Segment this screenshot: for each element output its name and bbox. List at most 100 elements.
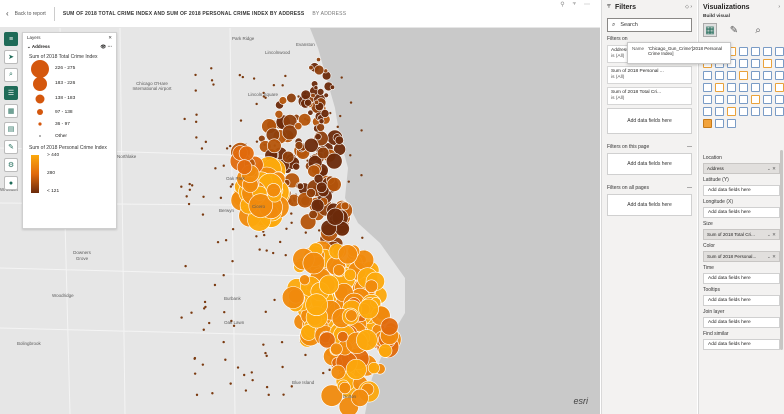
menu-button[interactable]: ≡ — [4, 32, 18, 46]
add-all-pages-filter-well[interactable]: Add data fields here — [607, 194, 692, 216]
visual-type-icon[interactable] — [727, 71, 736, 80]
filters-search-input[interactable]: ⌕ Search — [607, 18, 692, 32]
longitude-add-well[interactable]: Add data fields here — [703, 207, 780, 218]
layers-panel: Layers ✕ ⌄ Address 👁 ⋯ Sum of 2018 Total… — [22, 32, 117, 229]
visual-type-icon[interactable] — [703, 71, 712, 80]
visual-type-icon[interactable] — [763, 83, 772, 92]
filter-card-personal[interactable]: Sum of 2018 Personal ... is (All) — [607, 66, 692, 84]
visual-type-icon[interactable] — [775, 47, 784, 56]
visual-type-icon[interactable] — [751, 71, 760, 80]
eye-icon[interactable]: 👁 ⋯ — [100, 44, 112, 49]
visual-type-icon[interactable] — [715, 119, 724, 128]
map-point — [263, 233, 266, 237]
visual-type-icon[interactable] — [739, 83, 748, 92]
visual-type-icon[interactable] — [751, 47, 760, 56]
visual-type-icon[interactable] — [751, 95, 760, 104]
size-field[interactable]: Sum of 2018 Total Cri... ⌄ ✕ — [703, 229, 780, 240]
more-options-icon[interactable]: ⋯ — [584, 2, 590, 8]
visual-type-icon[interactable] — [715, 95, 724, 104]
visual-type-icon[interactable] — [763, 59, 772, 68]
collapse-icon[interactable]: ◇ › — [685, 4, 692, 10]
layers-button[interactable]: ☰ — [4, 86, 18, 100]
map-point — [231, 259, 234, 263]
map-point — [224, 358, 227, 361]
pin-icon[interactable]: ⚲ — [560, 2, 565, 8]
remove-field-icon[interactable]: ⌄ ✕ — [767, 231, 776, 237]
layer-row[interactable]: ⌄ Address 👁 ⋯ — [23, 43, 116, 51]
join-layer-add-well[interactable]: Add data fields here — [703, 317, 780, 328]
visual-type-icon[interactable] — [727, 95, 736, 104]
add-visual-filter-well[interactable]: Add data fields here — [607, 108, 692, 134]
visual-type-icon[interactable] — [715, 107, 724, 116]
visual-type-icon[interactable] — [775, 95, 784, 104]
format-tab-icon[interactable]: ✎ — [729, 24, 739, 36]
azure-map-visual-icon[interactable] — [703, 119, 712, 128]
add-page-filter-well[interactable]: Add data fields here — [607, 153, 692, 175]
map-point — [264, 96, 267, 99]
visual-type-icon[interactable] — [703, 95, 712, 104]
visual-type-icon[interactable] — [739, 71, 748, 80]
close-icon[interactable]: ✕ — [108, 35, 112, 40]
visual-type-icon[interactable] — [727, 107, 736, 116]
pin-button[interactable]: ✎ — [4, 140, 18, 154]
search-placeholder: Search — [620, 22, 638, 28]
latitude-add-well[interactable]: Add data fields here — [703, 185, 780, 196]
time-add-well[interactable]: Add data fields here — [703, 273, 780, 284]
crime-bubble — [281, 124, 298, 141]
back-to-report-button[interactable]: ‹ Back to report — [6, 9, 46, 18]
size-class-2: 183 - 226 — [23, 76, 116, 91]
visual-type-icon[interactable] — [739, 107, 748, 116]
visual-type-icon[interactable] — [751, 59, 760, 68]
pane-scrollbar[interactable] — [780, 150, 783, 350]
find-similar-add-well[interactable]: Add data fields here — [703, 339, 780, 350]
visual-type-icon[interactable] — [751, 83, 760, 92]
basemap-button[interactable]: ▦ — [4, 104, 18, 118]
map-canvas[interactable]: Park Ridge Lincolnwood Evanston Chicago … — [0, 28, 600, 414]
analysis-button[interactable]: ▤ — [4, 122, 18, 136]
visual-type-icon[interactable] — [763, 47, 772, 56]
visual-type-icon[interactable] — [751, 107, 760, 116]
filters-on-page-title: Filters on this page — — [607, 144, 692, 150]
visual-type-icon[interactable] — [727, 83, 736, 92]
fields-tab-icon[interactable]: ▦ — [703, 23, 717, 37]
crime-bubble — [356, 329, 378, 351]
search-map-button[interactable]: ⌕ — [4, 68, 18, 82]
visual-type-icon[interactable] — [727, 119, 736, 128]
settings-button[interactable]: ⚙ — [4, 158, 18, 172]
visual-type-icon[interactable] — [739, 59, 748, 68]
visual-type-icon[interactable] — [703, 107, 712, 116]
collapse-icon[interactable]: › — [778, 4, 780, 10]
map-point — [195, 136, 198, 139]
visual-type-icon[interactable] — [739, 95, 748, 104]
map-point — [224, 239, 228, 242]
visual-type-icon[interactable] — [775, 71, 784, 80]
analytics-tab-icon[interactable]: ⌕ — [755, 24, 761, 36]
remove-field-icon[interactable]: ⌄ ✕ — [767, 165, 776, 171]
filter-icon[interactable]: ⫧ — [572, 1, 576, 7]
size-class-label: 36 - 97 — [55, 121, 70, 127]
visual-type-icon[interactable] — [739, 47, 748, 56]
visual-type-icon[interactable] — [775, 59, 784, 68]
select-button[interactable]: ➤ — [4, 50, 18, 64]
crime-bubble — [323, 92, 329, 99]
location-field[interactable]: Address ⌄ ✕ — [703, 163, 780, 174]
map-point — [264, 351, 267, 355]
chevron-down-icon[interactable]: ⌄ — [27, 44, 31, 49]
visual-type-icon[interactable] — [715, 83, 724, 92]
visual-type-icon[interactable] — [763, 71, 772, 80]
map-point — [238, 73, 242, 77]
map-point — [258, 248, 261, 251]
remove-field-icon[interactable]: ⌄ ✕ — [767, 253, 776, 259]
visual-type-icon[interactable] — [775, 83, 784, 92]
filter-card-total[interactable]: Sum of 2018 Total Cri... is (All) — [607, 87, 692, 105]
info-button[interactable]: ● — [4, 176, 18, 190]
tooltips-add-well[interactable]: Add data fields here — [703, 295, 780, 306]
map-point — [360, 129, 363, 132]
visual-type-icon[interactable] — [763, 107, 772, 116]
visual-type-icon[interactable] — [703, 83, 712, 92]
crime-bubble — [294, 122, 303, 131]
visual-type-icon[interactable] — [775, 107, 784, 116]
color-field[interactable]: Sum of 2018 Personal... ⌄ ✕ — [703, 251, 780, 262]
visual-type-icon[interactable] — [715, 71, 724, 80]
visual-type-icon[interactable] — [763, 95, 772, 104]
